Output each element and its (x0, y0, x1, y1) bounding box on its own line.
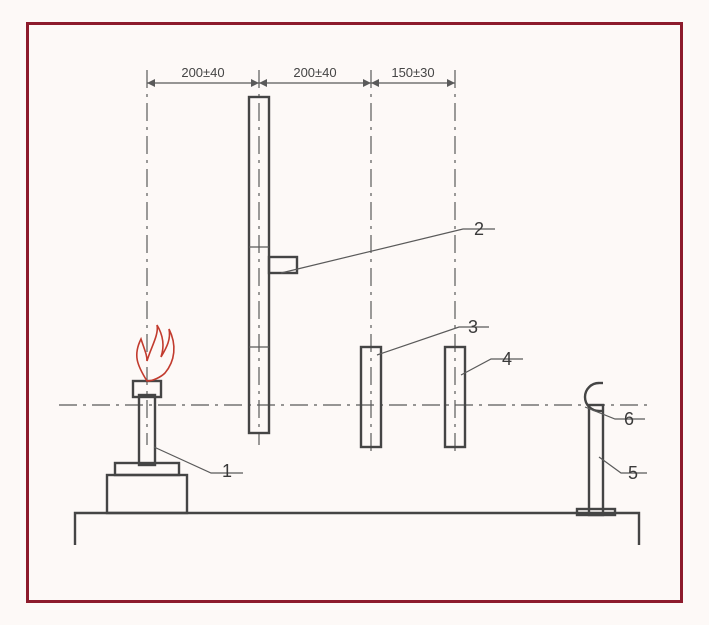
dimension-label: 200±40 (293, 65, 336, 80)
flame-icon (137, 325, 174, 381)
dimension-label: 200±40 (181, 65, 224, 80)
dimension-label: 150±30 (391, 65, 434, 80)
leader-line (585, 407, 645, 419)
callout-number-2: 2 (474, 219, 484, 239)
callout-number-6: 6 (624, 409, 634, 429)
leader-line (461, 359, 523, 375)
callout-number-5: 5 (628, 463, 638, 483)
page-outer: 200±40 200±40 150±30 1 2 3 4 5 6 (0, 0, 709, 625)
callout-number-1: 1 (222, 461, 232, 481)
diagram-frame: 200±40 200±40 150±30 1 2 3 4 5 6 (26, 22, 683, 603)
leader-line (281, 229, 495, 273)
schematic-svg: 200±40 200±40 150±30 1 2 3 4 5 6 (29, 25, 680, 600)
leader-line (599, 457, 647, 473)
callout-number-4: 4 (502, 349, 512, 369)
callout-number-3: 3 (468, 317, 478, 337)
